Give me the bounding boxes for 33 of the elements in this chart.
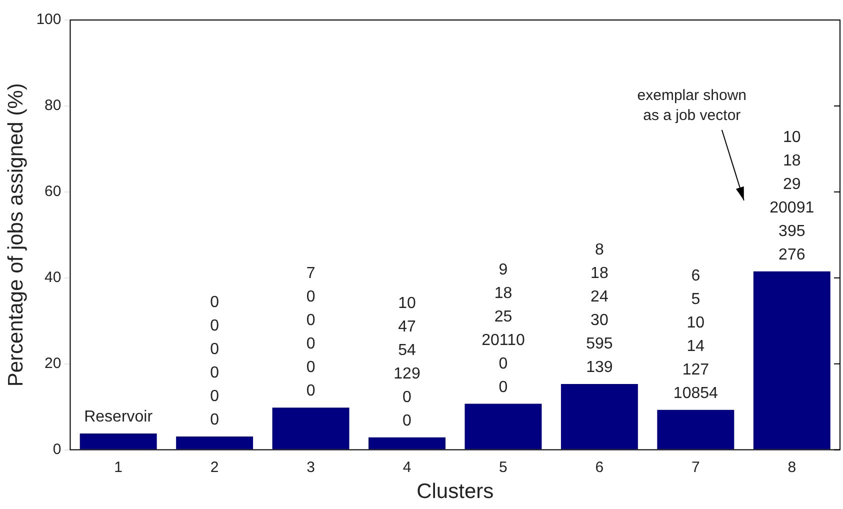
x-tick-label: 2 (210, 458, 219, 476)
bar (753, 271, 830, 450)
annotation: exemplar shown as a job vector (637, 86, 746, 124)
bar (272, 408, 350, 450)
bar (368, 437, 446, 450)
bar (176, 436, 254, 450)
y-tick-label: 60 (44, 183, 62, 200)
y-tick-label: 100 (36, 11, 62, 28)
x-tick-label: 7 (691, 458, 700, 476)
x-tick-label: 6 (595, 458, 604, 476)
annotation: 10 47 54 129 0 0 (394, 294, 420, 430)
annotation: 8 18 24 30 595 139 (586, 242, 613, 376)
x-tick-label: 5 (499, 458, 508, 476)
y-tick-label: 40 (44, 269, 62, 286)
x-tick-label: 4 (402, 458, 412, 476)
bar (657, 410, 734, 450)
x-axis-title: Clusters (416, 480, 494, 504)
bar (464, 404, 542, 450)
x-tick-label: 1 (114, 458, 123, 476)
y-tick-label: 80 (44, 97, 62, 114)
y-tick-label: 20 (44, 354, 62, 372)
annotation: 7 0 0 0 0 0 (306, 265, 316, 400)
annotation: Reservoir (84, 408, 154, 426)
y-axis-title: Percentage of jobs assigned (%) (4, 83, 28, 387)
bar (560, 384, 638, 450)
y-tick-label: 0 (52, 440, 62, 458)
x-tick-label: 8 (788, 458, 796, 476)
annotation: 0 0 0 0 0 0 (210, 294, 220, 428)
annotation: 10 18 29 20091 395 276 (770, 128, 814, 264)
x-tick-label: 3 (306, 458, 315, 476)
bar (80, 433, 157, 450)
annotation: 6 5 10 14 127 10854 (673, 267, 718, 402)
annotation: 9 18 25 20110 0 0 (482, 261, 525, 396)
